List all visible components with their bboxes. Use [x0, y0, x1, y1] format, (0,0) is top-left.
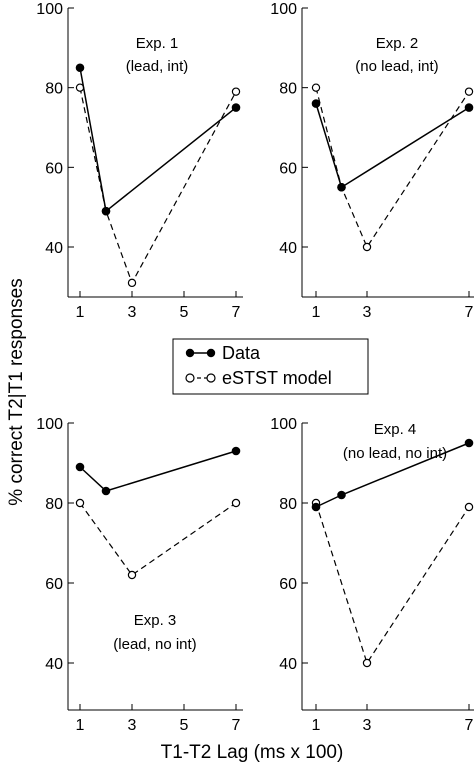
model-point — [231, 498, 241, 508]
x-tick-label: 7 — [232, 304, 241, 321]
model-point — [75, 498, 85, 508]
x-tick-label: 1 — [76, 304, 85, 321]
y-tick-label: 80 — [45, 496, 63, 513]
chart-panel-4: 40 60 80 100 1 3 7 Exp. 4 (no lead, no int) — [270, 416, 474, 734]
model-point — [127, 570, 137, 580]
y-tick-label: 100 — [36, 416, 63, 433]
x-tick-label: 3 — [363, 717, 372, 734]
y-tick-label: 80 — [279, 81, 297, 98]
x-tick-label: 5 — [180, 717, 189, 734]
model-point — [464, 502, 474, 512]
legend: Data eSTST model — [172, 338, 369, 395]
panel-annotation: (no lead, int) — [355, 58, 438, 75]
model-series-line — [315, 502, 470, 665]
y-tick-label: 40 — [45, 656, 63, 673]
y-tick-label: 60 — [45, 576, 63, 593]
panel-annotation: Exp. 4 — [374, 421, 417, 438]
panel-annotation: (lead, int) — [126, 58, 189, 75]
panel-annotation: Exp. 3 — [134, 612, 177, 629]
data-point — [231, 103, 241, 112]
y-tick-label: 80 — [45, 81, 63, 98]
y-tick-label: 60 — [279, 160, 297, 177]
legend-data-marker — [206, 348, 216, 358]
x-axis-label: T1-T2 Lag (ms x 100) — [161, 742, 344, 763]
x-tick-label: 3 — [128, 717, 137, 734]
data-point — [337, 490, 346, 500]
data-point — [231, 446, 241, 456]
data-point — [101, 486, 111, 496]
data-point — [464, 438, 474, 448]
y-tick-label: 80 — [279, 496, 297, 513]
panel-annotation: (no lead, no int) — [343, 445, 447, 462]
legend-data-marker — [185, 348, 195, 358]
model-point — [362, 658, 372, 668]
model-series-line — [79, 87, 237, 285]
data-series-line — [79, 67, 237, 213]
panel-annotation: (lead, no int) — [113, 636, 196, 653]
data-point — [75, 462, 85, 472]
data-series-line — [79, 450, 237, 492]
x-tick-label: 5 — [180, 304, 189, 321]
data-point — [101, 206, 111, 216]
model-series-line — [79, 502, 237, 576]
data-point — [337, 182, 346, 192]
legend-model-label: eSTST model — [222, 368, 332, 388]
x-tick-label: 3 — [128, 304, 137, 321]
x-tick-label: 1 — [312, 304, 321, 321]
y-tick-label: 40 — [279, 656, 297, 673]
model-point — [311, 83, 321, 92]
legend-box — [172, 338, 369, 395]
x-tick-label: 7 — [232, 717, 241, 734]
y-tick-label: 100 — [36, 1, 63, 18]
legend-model-marker — [185, 373, 195, 383]
chart-panel-1: 40 60 80 100 1 3 5 7 Exp. 1 (lead, int) — [36, 1, 243, 321]
chart-panel-3: 40 60 80 100 1 3 5 7 Exp. 3 (lead, no int) — [36, 416, 243, 734]
data-point — [75, 63, 85, 73]
y-tick-label: 60 — [279, 576, 297, 593]
legend-data-label: Data — [222, 343, 261, 363]
chart-panel-2: 40 60 80 100 1 3 7 Exp. 2 (no lead, int) — [270, 1, 474, 321]
panel-annotation: Exp. 2 — [376, 35, 419, 52]
model-point — [231, 87, 241, 96]
model-point — [464, 87, 474, 96]
legend-model-marker — [206, 373, 216, 383]
x-tick-label: 1 — [76, 717, 85, 734]
data-series-line — [315, 103, 470, 189]
y-tick-label: 100 — [270, 416, 297, 433]
y-tick-label: 40 — [279, 240, 297, 257]
data-point — [311, 99, 321, 108]
x-tick-label: 1 — [312, 717, 321, 734]
x-tick-label: 3 — [363, 304, 372, 321]
y-tick-label: 100 — [270, 1, 297, 18]
y-tick-label: 60 — [45, 160, 63, 177]
model-point — [127, 278, 137, 288]
panel-annotation: Exp. 1 — [136, 35, 179, 52]
x-tick-label: 7 — [465, 717, 474, 734]
x-tick-label: 7 — [465, 304, 474, 321]
data-point — [464, 103, 474, 112]
y-axis-label: % correct T2|T1 responses — [6, 278, 27, 505]
data-point — [311, 502, 321, 512]
y-tick-label: 40 — [45, 240, 63, 257]
model-point — [362, 242, 372, 252]
model-series-line — [315, 87, 470, 249]
